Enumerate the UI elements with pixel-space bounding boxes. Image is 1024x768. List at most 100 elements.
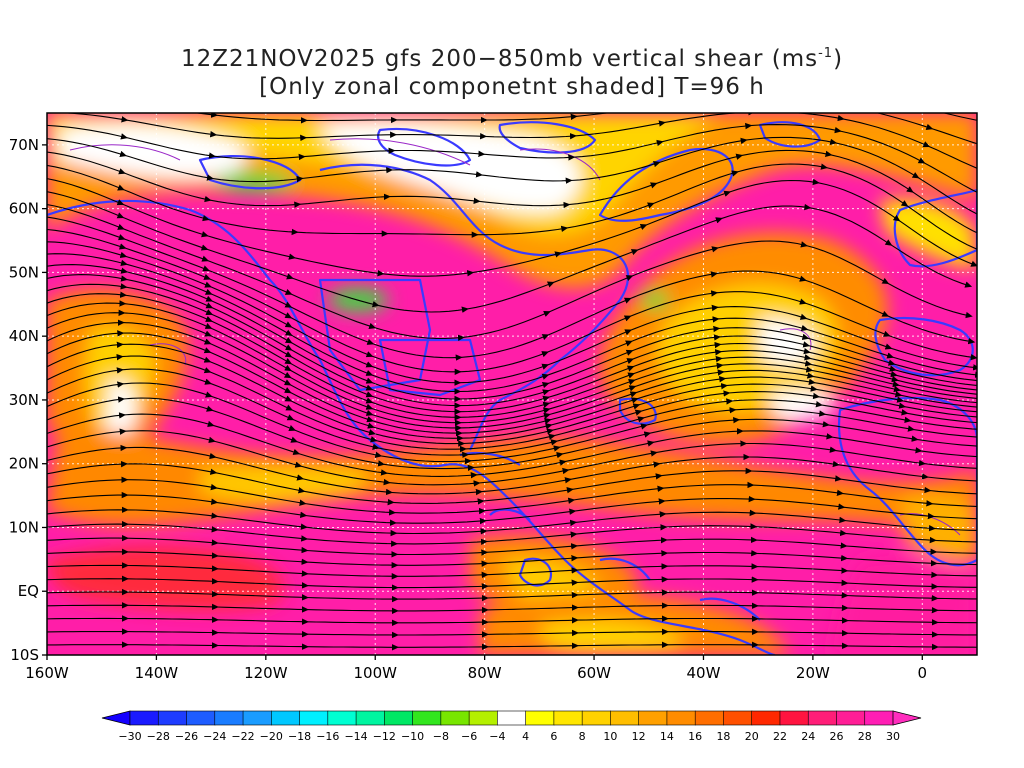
streamline: [47, 476, 129, 488]
colorbar-label: −28: [147, 730, 170, 743]
colorbar-label: −26: [175, 730, 198, 743]
streamline: [123, 312, 213, 337]
streamline: [745, 442, 837, 453]
streamline: [831, 436, 923, 454]
streamline: [738, 418, 830, 428]
streamline: [478, 200, 571, 209]
streamline: [567, 450, 658, 471]
streamline: [888, 335, 977, 361]
streamline: [756, 604, 849, 612]
streamline: [716, 291, 807, 305]
streamline: [666, 563, 759, 570]
streamline: [472, 251, 563, 274]
streamline: [126, 509, 219, 519]
streamline: [47, 151, 126, 175]
streamline: [809, 357, 899, 383]
streamline: [47, 491, 129, 502]
streamline: [300, 465, 391, 486]
streamline: [894, 369, 977, 386]
streamline: [898, 389, 977, 404]
streamline: [825, 166, 909, 207]
streamline: [467, 439, 559, 456]
streamline: [575, 524, 668, 535]
streamline: [485, 531, 578, 543]
streamline: [936, 609, 977, 612]
streamline: [371, 355, 462, 375]
colorbar-label: −6: [461, 730, 477, 743]
streamline: [756, 552, 849, 562]
streamline: [629, 290, 719, 318]
colorbar-swatch: [694, 710, 725, 726]
colorbar-label: 14: [660, 730, 674, 743]
streamline: [629, 271, 718, 300]
streamline: [717, 317, 809, 332]
streamline: [390, 488, 483, 496]
streamline: [47, 506, 129, 515]
streamline: [486, 642, 579, 649]
streamline: [731, 399, 823, 408]
streamline: [718, 327, 810, 340]
streamline: [289, 384, 375, 423]
streamline: [483, 153, 576, 161]
streamline: [47, 602, 129, 609]
streamline: [464, 433, 556, 450]
streamline: [817, 182, 901, 222]
colorbar-swatch: [553, 710, 583, 726]
streamline: [658, 137, 748, 164]
streamline: [212, 424, 301, 455]
streamline: [551, 403, 641, 431]
streamline: [459, 407, 551, 424]
streamline: [209, 351, 292, 394]
colorbar-label: −16: [316, 730, 339, 743]
streamline: [564, 440, 655, 463]
streamline: [750, 470, 843, 482]
streamline: [484, 508, 577, 522]
streamline: [900, 394, 977, 408]
streamline: [126, 629, 219, 636]
streamline: [841, 492, 934, 507]
streamline: [719, 342, 811, 355]
streamline: [47, 548, 129, 556]
streamline: [306, 595, 399, 603]
streamline: [911, 191, 977, 234]
streamline: [217, 684, 307, 685]
streamline: [126, 564, 219, 572]
streamline: [124, 247, 212, 280]
lon-tick-label: 160W: [25, 664, 69, 682]
colorbar-swatch: [186, 710, 216, 726]
streamline: [213, 440, 303, 468]
streamline: [394, 507, 486, 515]
streamline: [371, 374, 462, 395]
streamline: [306, 619, 399, 626]
streamline: [122, 332, 212, 354]
streamline: [47, 341, 124, 368]
lat-tick-label: 10S: [10, 646, 39, 664]
colorbar-label: 30: [886, 730, 900, 743]
streamline: [371, 388, 462, 409]
streamline: [893, 363, 977, 384]
streamline: [897, 384, 977, 399]
colorbar-swatch: [581, 710, 612, 726]
streamline: [125, 263, 213, 295]
latitude-axis: 70N 60N 50N 40N 30N 20N 10N EQ 10S: [9, 136, 47, 664]
streamline: [845, 532, 937, 544]
colorbar-label: 12: [632, 730, 646, 743]
streamline: [293, 429, 383, 458]
streamline: [638, 382, 729, 406]
streamline: [934, 93, 988, 100]
streamline: [846, 643, 939, 651]
colorbar-label: −22: [231, 730, 254, 743]
streamline: [47, 300, 127, 317]
streamline: [576, 89, 666, 98]
streamline: [846, 631, 939, 638]
streamline: [122, 203, 209, 238]
streamline: [480, 477, 572, 493]
colorbar-label: −12: [373, 730, 396, 743]
streamline: [791, 113, 845, 122]
streamline: [125, 446, 217, 460]
colorbar-swatch: [836, 710, 866, 726]
colorbar-swatch: [468, 710, 498, 726]
streamline: [396, 104, 486, 105]
colorbar-swatch: [497, 710, 527, 726]
streamline: [47, 412, 126, 435]
